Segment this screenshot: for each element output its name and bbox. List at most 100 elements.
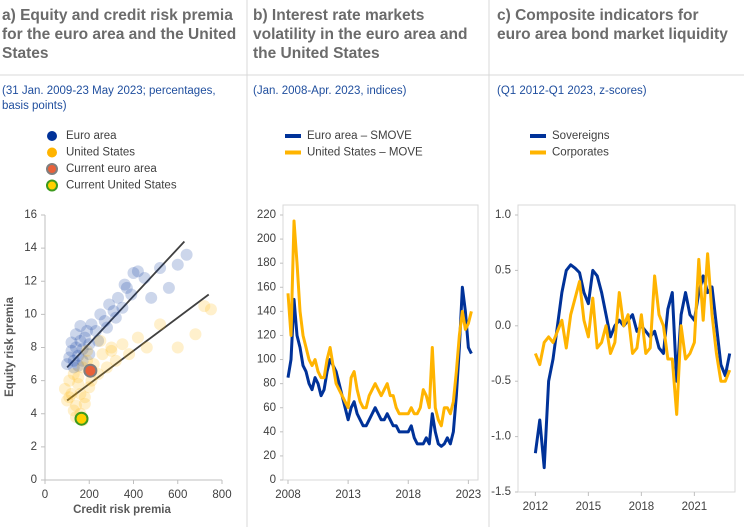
point	[125, 288, 138, 301]
point	[94, 334, 107, 347]
point	[112, 291, 125, 304]
point	[83, 338, 96, 351]
point	[140, 341, 153, 354]
y-tick-label: 200	[257, 233, 276, 245]
panel-title: b) Interest rate markets volatility in t…	[253, 7, 468, 62]
x-tick-label: 2013	[335, 489, 361, 501]
point	[204, 303, 217, 316]
y-tick-label: 4	[31, 408, 38, 420]
legend-label: Current United States	[66, 180, 177, 192]
point	[76, 354, 89, 367]
point	[105, 341, 118, 354]
point	[72, 359, 85, 372]
point	[58, 382, 71, 395]
y-tick-label: 80	[263, 378, 276, 390]
panel-title: c) Composite indicators for euro area bo…	[497, 7, 728, 43]
y-tick-label: 6	[31, 375, 37, 387]
y-tick-label: 180	[257, 257, 276, 269]
point	[171, 258, 184, 271]
y-tick-label: 10	[24, 308, 37, 320]
point	[83, 348, 96, 361]
point	[74, 387, 87, 400]
legend-label: Euro area	[66, 130, 117, 142]
point	[63, 351, 76, 364]
point	[72, 377, 85, 390]
point	[67, 354, 80, 367]
trend-line	[66, 293, 210, 402]
y-tick-label: 100	[257, 354, 276, 366]
point	[61, 394, 74, 407]
legend-marker	[46, 163, 58, 175]
y-tick-label: 1.0	[495, 209, 511, 221]
point	[103, 298, 116, 311]
point	[145, 291, 158, 304]
point	[162, 281, 175, 294]
line-series	[286, 285, 473, 448]
y-axis-label: Equity risk premia	[4, 297, 16, 397]
point	[63, 391, 76, 404]
panel-subtitle: (Jan. 2008-Apr. 2023, indices)	[253, 85, 407, 97]
point	[67, 368, 80, 380]
point	[72, 349, 85, 362]
y-tick-label: 0.5	[495, 264, 511, 276]
y-tick-label: 0.0	[495, 320, 511, 332]
point	[180, 248, 193, 261]
x-tick-label: 2015	[576, 501, 602, 513]
x-tick-label: 2021	[682, 501, 708, 513]
point	[120, 281, 133, 294]
y-tick-label: -1.5	[491, 486, 511, 498]
legend-label: Euro area – SMOVE	[307, 130, 412, 142]
point	[65, 336, 78, 349]
x-tick-label: 2008	[275, 489, 301, 501]
point	[154, 318, 167, 331]
point	[138, 271, 151, 284]
x-tick-label: 2012	[523, 501, 549, 513]
point	[76, 343, 89, 356]
point	[100, 321, 113, 334]
point	[63, 374, 76, 387]
point	[67, 361, 80, 374]
point	[154, 262, 167, 274]
point	[85, 318, 98, 331]
y-tick-label: -0.5	[491, 375, 511, 387]
y-tick-label: 60	[263, 402, 276, 414]
line-series	[533, 252, 732, 416]
point	[81, 344, 94, 357]
y-tick-label: 20	[263, 450, 276, 462]
x-tick-label: 200	[80, 489, 99, 501]
y-tick-label: 220	[257, 209, 276, 221]
panel-title: a) Equity and credit risk premia for the…	[2, 7, 237, 62]
y-tick-label: 160	[257, 281, 276, 293]
point	[65, 387, 78, 400]
x-tick-label: 0	[42, 489, 48, 501]
x-tick-label: 400	[124, 489, 143, 501]
point	[74, 319, 87, 332]
point	[69, 399, 82, 412]
y-tick-label: 40	[263, 426, 276, 438]
legend-label: United States	[66, 147, 135, 159]
point	[74, 334, 87, 347]
point	[72, 371, 85, 384]
point	[100, 361, 113, 374]
point	[94, 308, 107, 321]
legend-marker	[46, 179, 58, 192]
point	[96, 348, 109, 361]
point	[131, 265, 144, 278]
point	[131, 331, 144, 344]
legend-marker	[47, 147, 57, 158]
point	[109, 311, 122, 324]
point	[81, 324, 94, 337]
point	[69, 328, 82, 341]
point	[83, 381, 96, 394]
point	[61, 358, 74, 371]
point	[83, 363, 98, 378]
trend-line	[66, 240, 186, 368]
plot-frame	[517, 204, 736, 493]
point	[105, 344, 118, 357]
x-tick-label: 2018	[395, 489, 421, 501]
point	[78, 331, 91, 344]
y-tick-label: 14	[24, 242, 37, 254]
legend-label: United States – MOVE	[307, 147, 423, 159]
y-tick-label: 140	[257, 305, 276, 317]
